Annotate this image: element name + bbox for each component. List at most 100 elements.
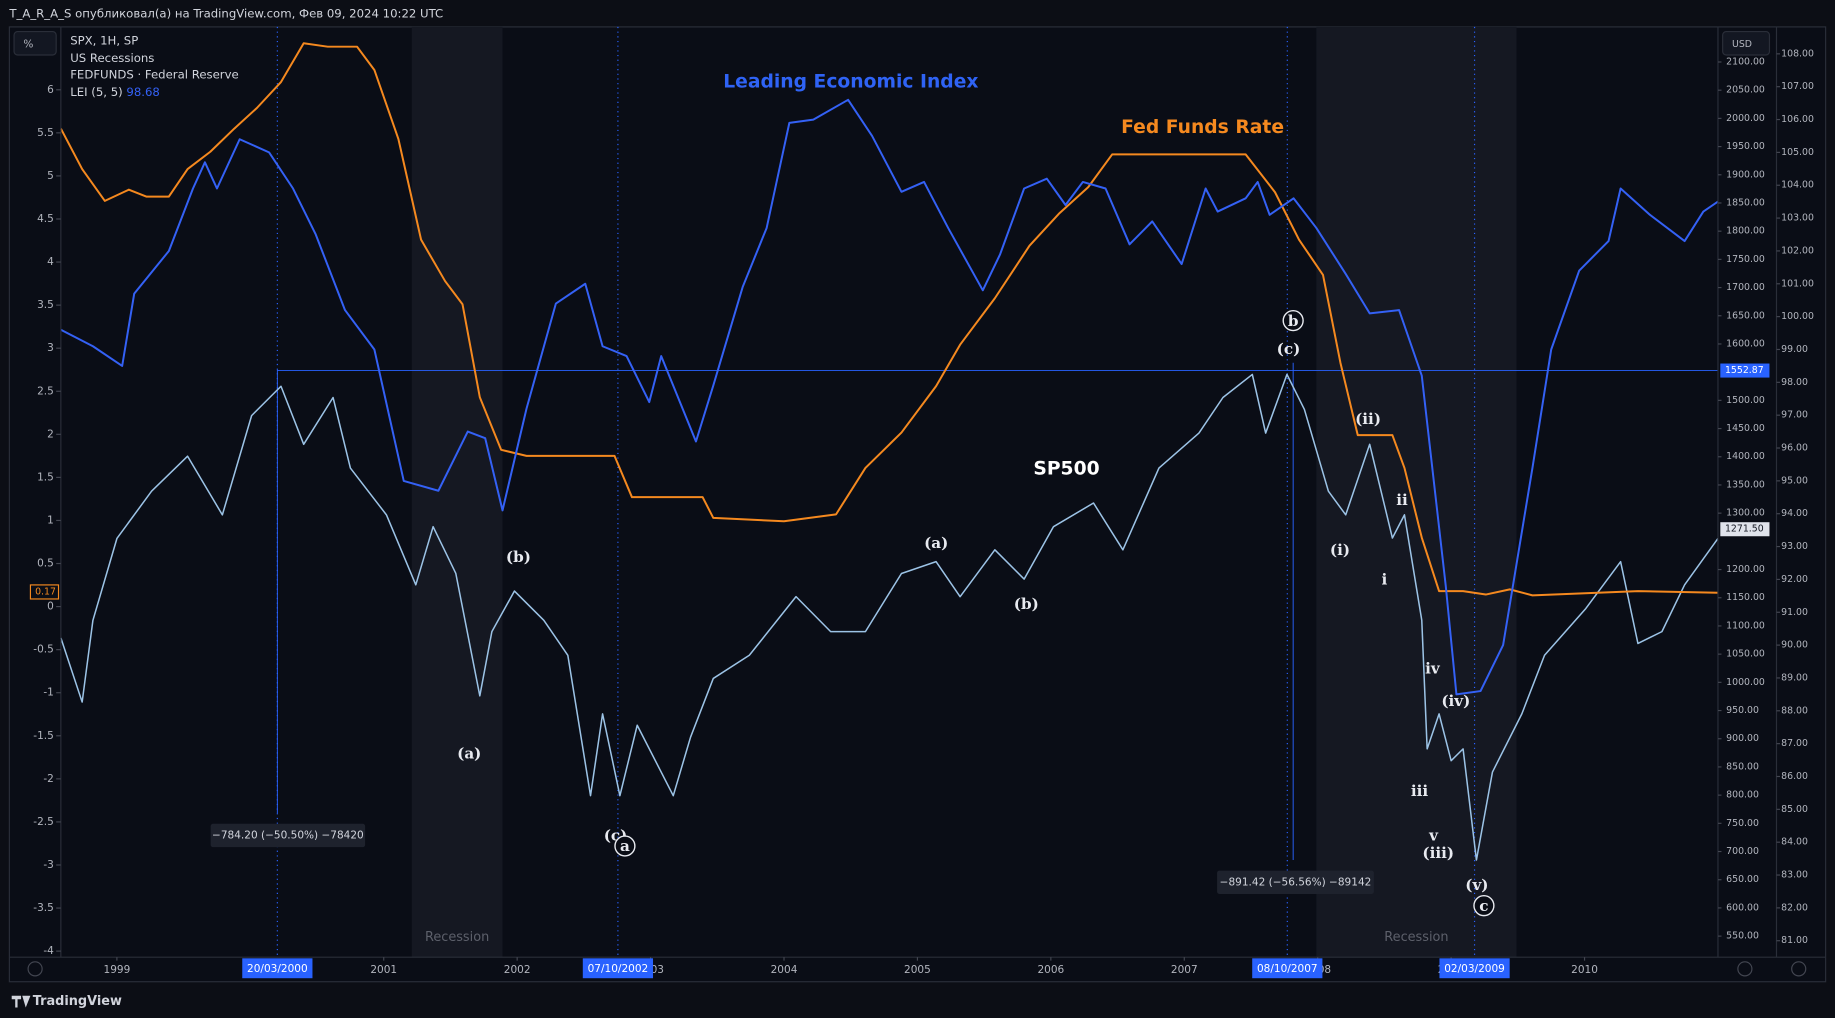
header: T_A_R_A_S опубликовал(а) на TradingView.… <box>8 7 443 21</box>
y3-tick-label: 100.00 <box>1781 311 1814 322</box>
y-tick-label: 2.5 <box>37 385 54 397</box>
wave-label: a <box>620 837 630 855</box>
y2-tick-label: 1450.00 <box>1726 423 1765 434</box>
y-tick-label: 6 <box>47 84 54 96</box>
annotation-layer: −784.20 (−50.50%) −78420 −891.42 (−56.56%… <box>210 309 1495 917</box>
wave-label: (i) <box>1330 541 1350 559</box>
x-tick-label: 2004 <box>771 964 798 976</box>
sp-title: SP500 <box>1033 459 1099 480</box>
y3-tick-label: 102.00 <box>1781 245 1814 256</box>
y2-tick-label: 1300.00 <box>1726 508 1765 519</box>
y2-tick-label: 1500.00 <box>1726 395 1765 406</box>
price-line-box <box>1720 363 1770 378</box>
y-tick-label: 1 <box>47 514 54 526</box>
logo <box>11 995 31 1008</box>
wave-label: b <box>1288 312 1299 330</box>
last-price-label: 1271.50 <box>1725 524 1764 535</box>
wave-label: (iii) <box>1422 844 1454 862</box>
y2-tick-label: 1400.00 <box>1726 451 1765 462</box>
percent-button-label[interactable]: % <box>23 38 33 50</box>
price-line-label: 1552.87 <box>1725 365 1764 376</box>
y2-tick-label: 700.00 <box>1726 846 1759 857</box>
y2-tick-label: 1650.00 <box>1726 310 1765 321</box>
marker-box <box>582 958 654 979</box>
y-tick-label: 4.5 <box>37 213 54 225</box>
y3-tick-label: 108.00 <box>1781 48 1814 59</box>
y-tick-label: 3.5 <box>37 299 54 311</box>
marker-box <box>1439 958 1510 979</box>
y3-tick-label: 104.00 <box>1781 180 1814 191</box>
legend-fedfunds: FEDFUNDS · Federal Reserve <box>70 67 238 81</box>
x-tick-label: 1999 <box>104 964 131 976</box>
y2-tick-label: 1600.00 <box>1726 338 1765 349</box>
legend-symbol: SPX, 1H, SP <box>70 33 138 47</box>
y2-tick-label: 1700.00 <box>1726 282 1765 293</box>
y3-tick-label: 94.00 <box>1781 508 1808 519</box>
y2-tick-label: 2100.00 <box>1726 56 1765 67</box>
y3-tick-label: 97.00 <box>1781 410 1808 421</box>
y-tick-label: -1.5 <box>33 730 54 742</box>
y2-tick-label: 600.00 <box>1726 902 1759 913</box>
recession-band <box>411 26 503 958</box>
measure-box <box>210 823 366 848</box>
y-tick-label: -3 <box>43 859 54 871</box>
wave-circle <box>614 835 636 857</box>
y3-tick-label: 87.00 <box>1781 738 1808 749</box>
series-line <box>59 42 1718 597</box>
series-line <box>60 98 1719 696</box>
fed-title: Fed Funds Rate <box>1121 117 1284 138</box>
measure-label: −784.20 (−50.50%) −78420 <box>212 829 364 841</box>
y3-tick-label: 92.00 <box>1781 574 1808 585</box>
marker-box <box>242 958 313 979</box>
measure-box <box>1217 870 1374 894</box>
wave-label: i <box>1382 570 1388 588</box>
legend-lei: LEI (5, 5) <box>70 85 122 99</box>
y3-tick-label: 86.00 <box>1781 771 1808 782</box>
zoom-button[interactable] <box>27 961 43 977</box>
y3-tick-label: 103.00 <box>1781 213 1814 224</box>
series-layer <box>59 42 1719 861</box>
y2-tick-label: 750.00 <box>1726 818 1759 829</box>
y-tick-label: -2 <box>43 773 54 785</box>
y2-tick-label: 1350.00 <box>1726 479 1765 490</box>
wave-label: (a) <box>457 745 481 763</box>
y3-tick-label: 89.00 <box>1781 672 1808 683</box>
y2-tick-label: 1800.00 <box>1726 226 1765 237</box>
chart-frame <box>8 26 1827 983</box>
y3-tick-label: 85.00 <box>1781 804 1808 815</box>
y-tick-label: -1 <box>43 687 54 699</box>
y-tick-label: 5.5 <box>37 127 54 139</box>
y-tick-label: 5 <box>47 170 54 182</box>
y2-tick-label: 1150.00 <box>1726 592 1765 603</box>
y2-tick-label: 850.00 <box>1726 761 1759 772</box>
y3-tick-label: 105.00 <box>1781 147 1814 158</box>
background-layer: Recession Recession <box>276 26 1718 958</box>
y2-tick-label: 1000.00 <box>1726 677 1765 688</box>
y2-tick-label: 1950.00 <box>1726 141 1765 152</box>
y-tick-label: -2.5 <box>33 816 54 828</box>
last-price-box <box>1720 522 1770 537</box>
series-line <box>60 373 1719 861</box>
log-button[interactable] <box>1791 961 1807 977</box>
y3-tick-label: 101.00 <box>1781 278 1814 289</box>
y3-tick-label: 84.00 <box>1781 837 1808 848</box>
y-tick-label: -0.5 <box>33 644 54 656</box>
legend-lei-value: 98.68 <box>126 85 159 99</box>
y3-tick-label: 90.00 <box>1781 640 1808 651</box>
auto-button[interactable] <box>1737 961 1753 977</box>
y2-tick-label: 2050.00 <box>1726 85 1765 96</box>
y3-tick-label: 83.00 <box>1781 870 1808 881</box>
y3-tick-label: 81.00 <box>1781 935 1808 946</box>
wave-label: (ii) <box>1355 410 1381 428</box>
x-tick-label: 2001 <box>370 964 397 976</box>
marker-label: 20/03/2000 <box>247 963 308 975</box>
footer-brand: TradingView <box>33 994 122 1009</box>
currency-button-label[interactable]: USD <box>1732 39 1752 50</box>
percent-button[interactable] <box>13 31 57 56</box>
y3-tick-label: 95.00 <box>1781 475 1808 486</box>
currency-button[interactable] <box>1722 31 1771 56</box>
y2-tick-label: 1750.00 <box>1726 254 1765 265</box>
wave-label: iv <box>1425 659 1441 677</box>
y3-tick-label: 96.00 <box>1781 443 1808 454</box>
